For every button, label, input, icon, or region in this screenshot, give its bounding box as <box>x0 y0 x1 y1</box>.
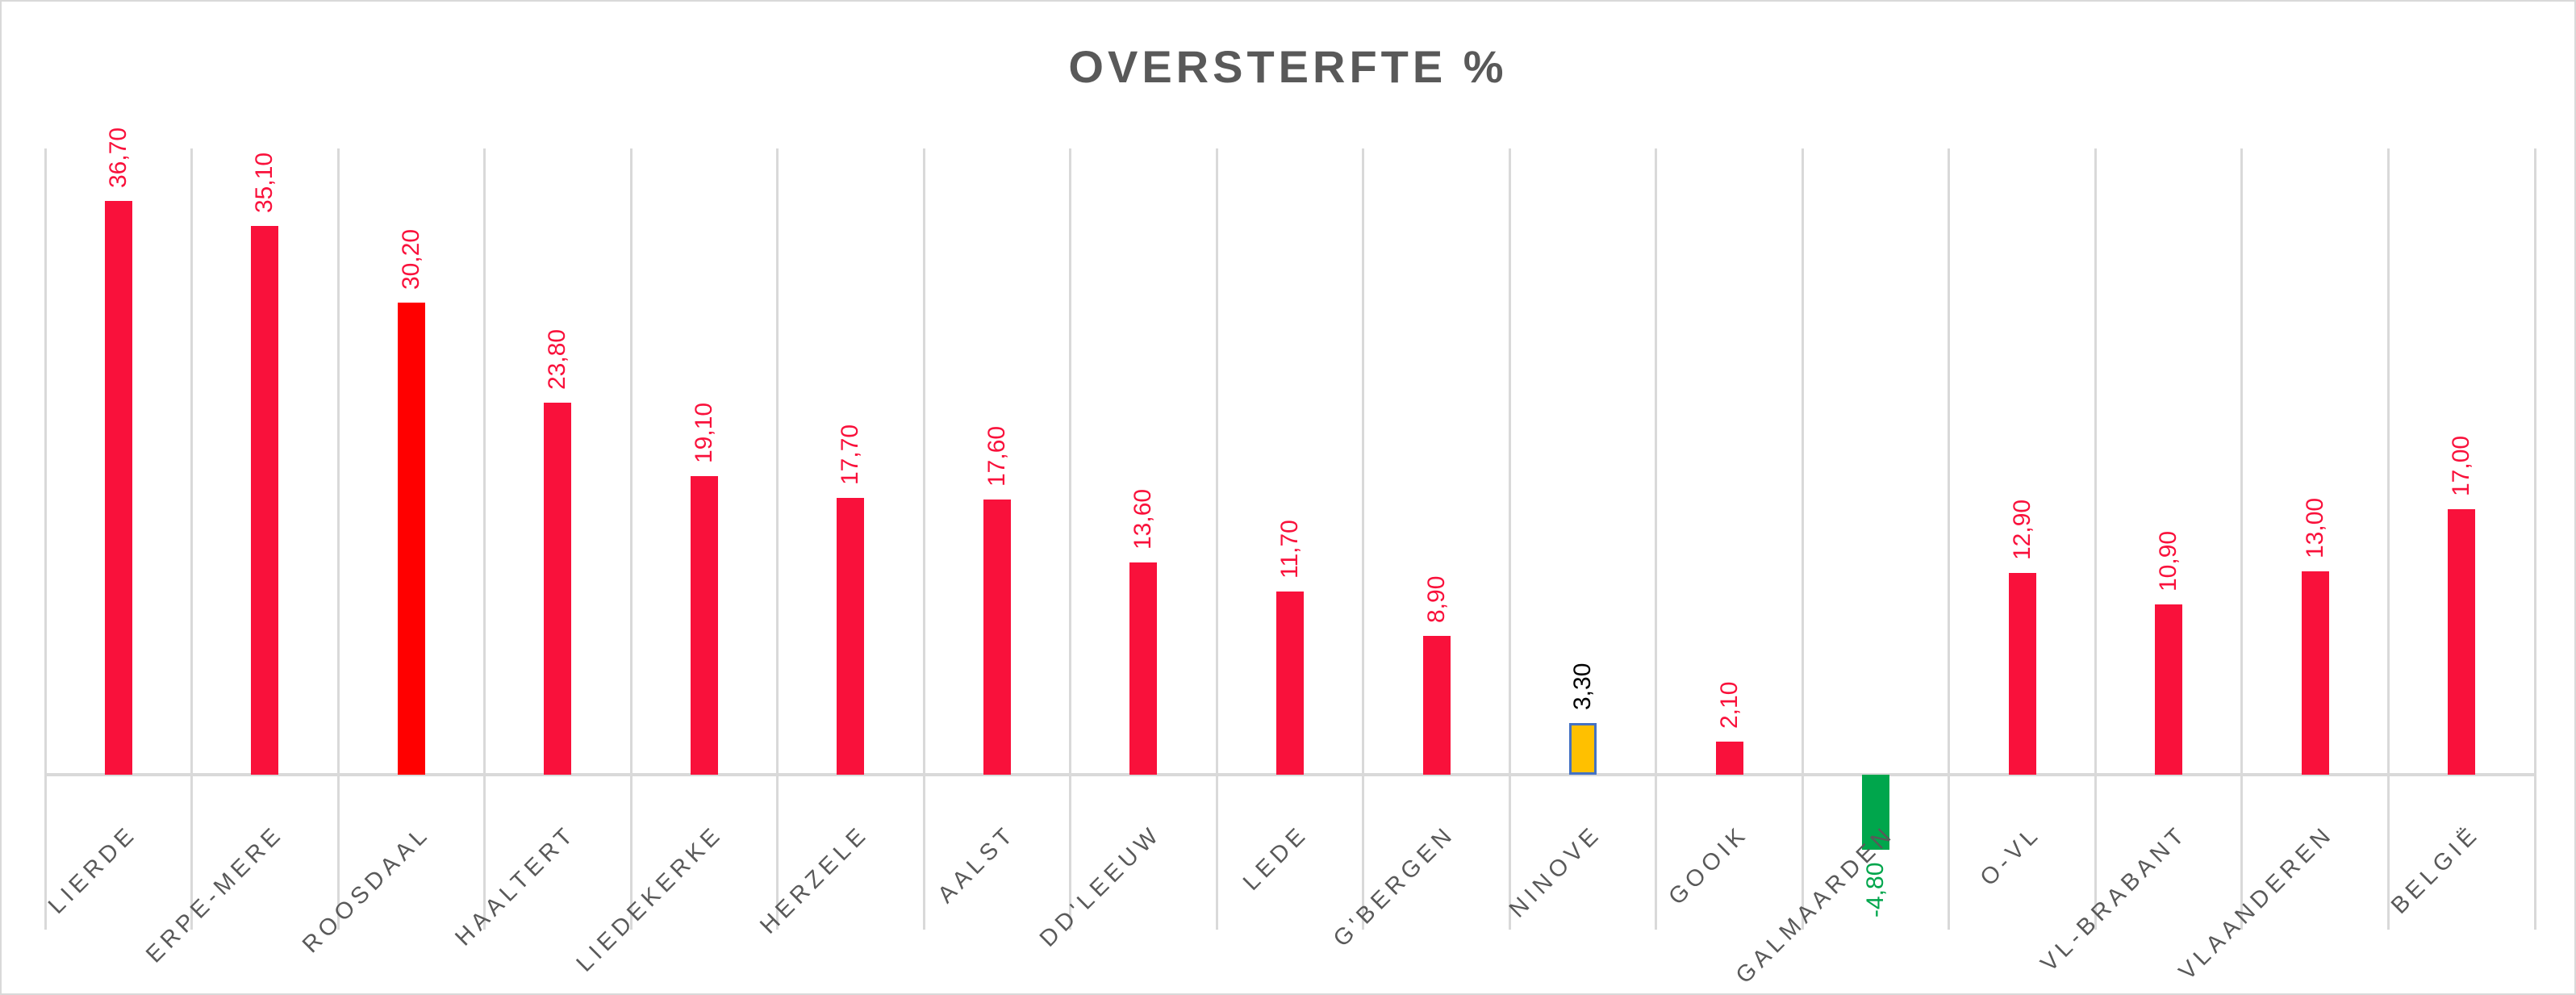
axis-label-liedekerke: LIEDEKERKE <box>571 820 729 977</box>
value-label-o-vl: 12,90 <box>2008 499 2035 561</box>
axis-label-g-bergen: G'BERGEN <box>1328 820 1460 952</box>
bar-galmaarden <box>1862 775 1890 850</box>
bar-aalst <box>983 500 1011 775</box>
category-gridline <box>1801 148 1804 930</box>
value-label-vl-brabant: 10,90 <box>2155 530 2182 592</box>
bar-haaltert <box>544 402 572 775</box>
axis-label-belgi: BELGIË <box>2386 820 2486 919</box>
value-label-dd-leeuw: 13,60 <box>1129 488 1157 550</box>
bar-roosdaal <box>397 302 425 775</box>
value-label-herzele: 17,70 <box>837 424 864 486</box>
value-label-gooik: 2,10 <box>1715 681 1743 730</box>
axis-label-lede: LEDE <box>1238 820 1314 896</box>
bar-vl-brabant <box>2155 604 2183 775</box>
value-label-lierde: 36,70 <box>104 127 132 188</box>
category-gridline <box>629 148 633 930</box>
category-axis-line <box>45 773 2535 776</box>
category-gridline <box>483 148 486 930</box>
category-gridline <box>1508 148 1511 930</box>
bar-dd-leeuw <box>1129 562 1158 775</box>
category-gridline <box>1069 148 1072 930</box>
bar-gooik <box>1715 742 1743 775</box>
category-gridline <box>1655 148 1658 930</box>
value-label-aalst: 17,60 <box>983 425 1010 487</box>
value-label-g-bergen: 8,90 <box>1422 575 1450 623</box>
bar-belgi <box>2448 508 2476 775</box>
category-gridline <box>2240 148 2244 930</box>
category-gridline <box>44 148 47 930</box>
value-label-belgi: 17,00 <box>2448 435 2475 496</box>
axis-label-o-vl: O-VL <box>1975 820 2046 892</box>
axis-label-herzele: HERZELE <box>755 820 875 939</box>
category-gridline <box>1948 148 1951 930</box>
value-label-haaltert: 23,80 <box>544 328 571 390</box>
bar-lede <box>1276 592 1304 775</box>
value-label-erpe-mere: 35,10 <box>251 152 278 213</box>
axis-label-aalst: AALST <box>933 820 1021 909</box>
category-gridline <box>776 148 779 930</box>
axis-label-lierde: LIERDE <box>43 820 142 919</box>
value-label-roosdaal: 30,20 <box>397 228 424 290</box>
value-label-lede: 11,70 <box>1276 520 1303 579</box>
category-gridline <box>190 148 194 930</box>
axis-label-vl-brabant: VL-BRABANT <box>2035 820 2193 977</box>
bar-o-vl <box>2008 573 2036 775</box>
category-gridline <box>922 148 925 930</box>
value-label-ninove: 3,30 <box>1569 663 1597 711</box>
category-gridline <box>2386 148 2390 930</box>
axis-label-gooik: GOOIK <box>1663 820 1754 910</box>
value-label-liedekerke: 19,10 <box>690 402 717 463</box>
bar-herzele <box>837 498 865 775</box>
axis-label-vlaanderen: VLAANDEREN <box>2173 820 2339 985</box>
bar-ninove <box>1569 723 1597 775</box>
axis-label-ninove: NINOVE <box>1504 820 1607 923</box>
category-gridline <box>2533 148 2536 930</box>
bar-lierde <box>104 200 132 775</box>
value-label-vlaanderen: 13,00 <box>2301 498 2328 559</box>
axis-label-roosdaal: ROOSDAAL <box>297 820 436 959</box>
chart-title: OVERSTERFTE % <box>1068 41 1508 92</box>
bar-liedekerke <box>690 475 718 775</box>
category-gridline <box>1215 148 1218 930</box>
axis-label-dd-leeuw: DD'LEEUW <box>1035 820 1167 952</box>
bar-vlaanderen <box>2301 571 2329 775</box>
category-gridline <box>336 148 340 930</box>
bar-g-bergen <box>1422 635 1451 775</box>
category-gridline <box>2094 148 2097 930</box>
category-gridline <box>1362 148 1365 930</box>
bar-erpe-mere <box>251 225 279 775</box>
axis-label-haaltert: HAALTERT <box>450 820 582 951</box>
axis-label-erpe-mere: ERPE-MERE <box>141 820 290 968</box>
